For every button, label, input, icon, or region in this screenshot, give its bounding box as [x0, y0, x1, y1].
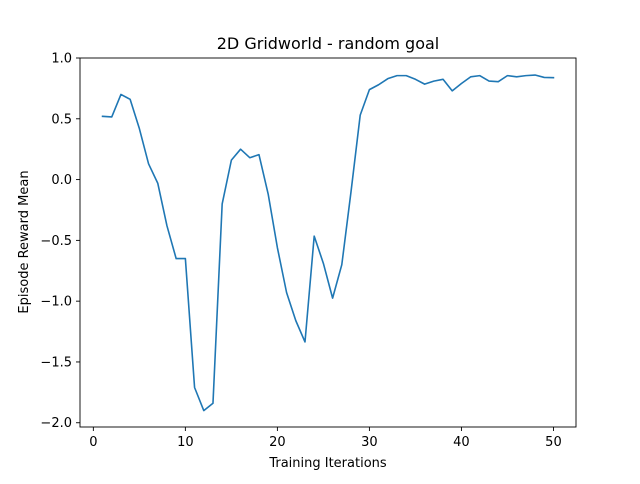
x-axis-label: Training Iterations — [268, 456, 387, 471]
series-line-0 — [101, 74, 555, 412]
chart-title: 2D Gridworld - random goal — [217, 34, 440, 53]
x-tick-label: 10 — [177, 435, 194, 450]
x-tick-label: 20 — [269, 435, 286, 450]
y-axis-label: Episode Reward Mean — [17, 170, 32, 313]
axes-frame — [79, 57, 577, 428]
x-tick-label: 40 — [453, 435, 470, 450]
x-tick-label: 50 — [545, 435, 562, 450]
y-tick-label: 0.5 — [51, 112, 72, 127]
plot-area: 0 10 20 30 40 50 1.0 0.5 0.0 −0.5 −1.0 −1.5 −2.0 — [40, 52, 577, 450]
y-tick-label: 1.0 — [51, 52, 72, 67]
y-tick-label: −2.0 — [40, 416, 72, 431]
x-tick-label: 0 — [89, 435, 97, 450]
y-tick-label: −1.0 — [40, 295, 72, 310]
y-tick-label: −0.5 — [40, 234, 72, 249]
y-tick-label: 0.0 — [51, 173, 72, 188]
y-tick-label: −1.5 — [40, 355, 72, 370]
x-tick-label: 30 — [361, 435, 378, 450]
